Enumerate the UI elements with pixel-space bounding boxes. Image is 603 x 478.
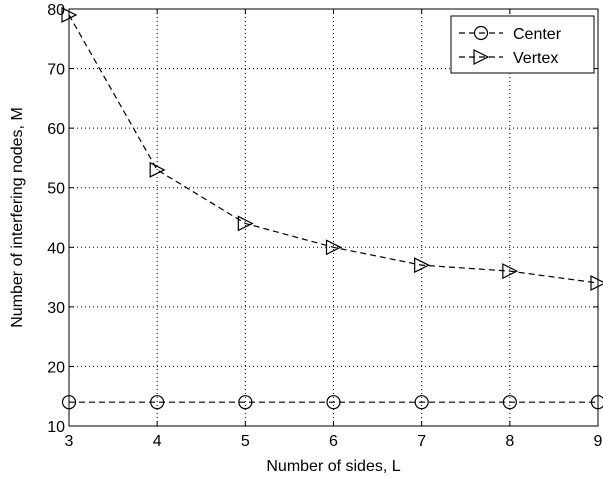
grid xyxy=(69,9,598,426)
y-tick-label: 60 xyxy=(47,121,65,138)
ticks: 3 4 5 6 7 8 9 10 20 30 40 50 60 70 80 xyxy=(47,2,602,450)
y-tick-label: 70 xyxy=(47,62,65,79)
data-point-vertex xyxy=(61,6,78,23)
data-point-center xyxy=(150,395,165,410)
x-tick-label: 8 xyxy=(505,433,514,450)
data-point-vertex xyxy=(590,275,603,291)
y-axis-label: Number of interfering nodes, M xyxy=(9,107,26,328)
data-point-center xyxy=(61,395,77,410)
legend-label-vertex: Vertex xyxy=(513,50,558,67)
data-point-center xyxy=(414,395,429,410)
x-tick-label: 3 xyxy=(65,433,74,450)
x-tick-label: 6 xyxy=(329,433,338,450)
series-line-vertex xyxy=(68,14,599,284)
series-layer xyxy=(61,6,603,410)
legend: Center Vertex xyxy=(450,15,595,74)
y-tick-label: 30 xyxy=(47,300,65,317)
data-point-vertex xyxy=(414,257,431,274)
x-axis-label: Number of sides, L xyxy=(266,458,400,475)
data-point-vertex xyxy=(325,239,342,256)
series-vertex xyxy=(61,6,603,291)
x-tick-label: 7 xyxy=(417,433,426,450)
legend-label-center: Center xyxy=(513,26,562,43)
y-tick-label: 50 xyxy=(47,181,65,198)
data-point-vertex xyxy=(237,215,254,232)
x-tick-label: 4 xyxy=(153,433,162,450)
data-point-center xyxy=(590,395,603,410)
series-center xyxy=(61,395,603,410)
legend-entries xyxy=(459,25,503,65)
y-tick-label: 40 xyxy=(47,240,65,257)
legend-marker-center xyxy=(473,25,489,41)
y-tick-label: 80 xyxy=(47,2,65,19)
y-tick-label: 20 xyxy=(47,359,65,376)
legend-marker-vertex xyxy=(473,49,490,65)
data-point-center xyxy=(502,395,517,410)
x-tick-label: 5 xyxy=(241,433,250,450)
data-point-vertex xyxy=(502,263,519,280)
y-tick-label: 10 xyxy=(47,419,65,436)
data-point-vertex xyxy=(149,161,166,178)
data-point-center xyxy=(326,395,341,410)
data-point-center xyxy=(238,395,253,410)
x-tick-label: 9 xyxy=(594,433,603,450)
